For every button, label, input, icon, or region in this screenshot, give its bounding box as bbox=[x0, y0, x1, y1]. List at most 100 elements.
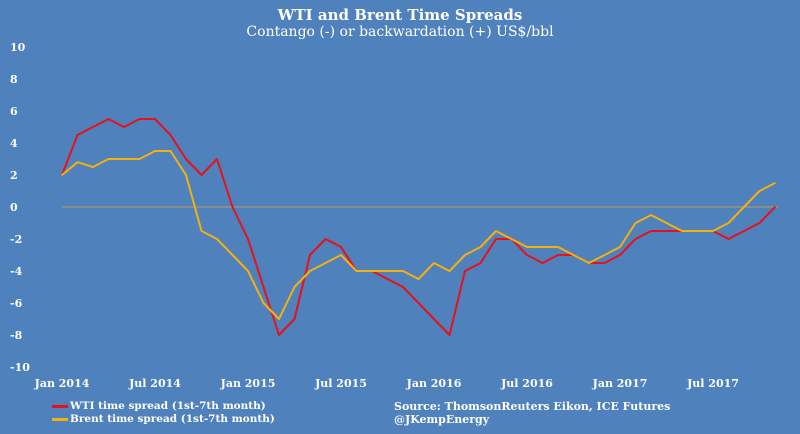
y-tick-label: 0 bbox=[10, 201, 18, 214]
wti-data-point bbox=[107, 118, 110, 120]
brent-data-point bbox=[169, 150, 172, 152]
y-tick-label: -10 bbox=[10, 361, 30, 374]
wti-data-point bbox=[324, 238, 327, 240]
wti-data-point bbox=[231, 206, 234, 208]
legend: WTI time spread (1st-7th month) Brent ti… bbox=[52, 400, 275, 426]
brent-data-point bbox=[386, 270, 389, 272]
x-tick-label: Jul 2015 bbox=[314, 377, 367, 390]
legend-swatch-wti bbox=[52, 405, 68, 408]
source-text: Source: ThomsonReuters Eikon, ICE Future… bbox=[394, 400, 671, 413]
brent-data-point bbox=[138, 158, 141, 160]
brent-data-point bbox=[495, 230, 497, 232]
brent-data-point bbox=[557, 246, 559, 248]
brent-data-point bbox=[417, 278, 420, 280]
brent-data-point bbox=[681, 230, 683, 232]
wti-data-point bbox=[386, 278, 389, 280]
wti-data-point bbox=[309, 254, 311, 256]
brent-data-point bbox=[774, 182, 776, 184]
wti-data-point bbox=[340, 246, 342, 248]
brent-data-point bbox=[526, 246, 528, 248]
brent-data-point bbox=[712, 230, 714, 232]
wti-data-point bbox=[603, 262, 606, 264]
brent-data-point bbox=[216, 238, 218, 240]
y-tick-label: 6 bbox=[10, 105, 18, 118]
brent-data-point bbox=[92, 166, 94, 168]
wti-data-point bbox=[247, 238, 249, 240]
x-tick-label: Jul 2017 bbox=[686, 377, 739, 390]
x-tick-label: Jan 2016 bbox=[406, 377, 462, 390]
brent-data-point bbox=[76, 161, 79, 163]
brent-data-point bbox=[309, 270, 311, 272]
brent-data-point bbox=[650, 214, 652, 216]
x-tick-label: Jul 2014 bbox=[128, 377, 181, 390]
legend-item-wti: WTI time spread (1st-7th month) bbox=[52, 400, 275, 413]
chart-subtitle: Contango (-) or backwardation (+) US$/bb… bbox=[246, 24, 554, 40]
brent-data-point bbox=[541, 246, 544, 248]
wti-data-point bbox=[138, 118, 141, 120]
brent-data-point bbox=[402, 270, 404, 272]
brent-data-point bbox=[154, 150, 156, 152]
wti-data-point bbox=[665, 230, 668, 232]
wti-data-point bbox=[464, 270, 466, 272]
wti-data-point bbox=[402, 286, 404, 288]
wti-data-point bbox=[433, 318, 435, 320]
brent-data-point bbox=[200, 230, 203, 232]
brent-data-point bbox=[464, 254, 466, 256]
x-tick-label: Jan 2014 bbox=[34, 377, 90, 390]
wti-data-point bbox=[169, 134, 172, 136]
y-tick-label: -2 bbox=[10, 233, 22, 246]
wti-data-point bbox=[650, 230, 652, 232]
wti-data-point bbox=[200, 174, 203, 176]
brent-series-line bbox=[61, 150, 776, 320]
brent-data-point bbox=[107, 158, 110, 160]
legend-label-brent: Brent time spread (1st-7th month) bbox=[70, 413, 275, 425]
brent-data-point bbox=[324, 262, 327, 264]
brent-data-point bbox=[743, 206, 745, 208]
wti-data-point bbox=[727, 238, 730, 240]
x-tick-label: Jul 2016 bbox=[500, 377, 553, 390]
wti-data-point bbox=[417, 302, 420, 304]
chart-title: WTI and Brent Time Spreads bbox=[277, 6, 523, 24]
brent-data-point bbox=[696, 230, 699, 232]
y-tick-label: -8 bbox=[10, 329, 23, 342]
wti-data-point bbox=[123, 126, 125, 128]
y-tick-label: -4 bbox=[10, 265, 23, 278]
wti-data-point bbox=[216, 158, 218, 160]
wti-data-point bbox=[557, 254, 559, 256]
wti-data-point bbox=[634, 238, 637, 240]
wti-data-point bbox=[92, 126, 94, 128]
y-tick-label: -6 bbox=[10, 297, 23, 310]
brent-data-point bbox=[588, 262, 590, 264]
y-tick-label: 4 bbox=[10, 137, 18, 150]
brent-data-point bbox=[61, 174, 63, 176]
brent-data-point bbox=[231, 254, 234, 256]
brent-data-point bbox=[572, 254, 575, 256]
wti-data-point bbox=[448, 334, 451, 336]
brent-data-point bbox=[340, 254, 342, 256]
wti-data-point bbox=[758, 222, 761, 224]
brent-data-point bbox=[293, 286, 296, 288]
brent-data-point bbox=[433, 262, 435, 264]
wti-data-point bbox=[495, 238, 497, 240]
brent-data-point bbox=[758, 190, 761, 192]
y-tick-label: 8 bbox=[10, 73, 18, 86]
brent-data-point bbox=[262, 302, 265, 304]
source-note: Source: ThomsonReuters Eikon, ICE Future… bbox=[394, 400, 670, 426]
brent-data-point bbox=[510, 238, 513, 240]
wti-data-point bbox=[154, 118, 156, 120]
y-tick-label: 10 bbox=[10, 41, 26, 54]
x-tick-label: Jan 2015 bbox=[220, 377, 276, 390]
brent-data-point bbox=[448, 270, 451, 272]
brent-data-point bbox=[665, 222, 668, 224]
brent-data-point bbox=[247, 270, 249, 272]
wti-data-point bbox=[774, 206, 776, 208]
brent-data-point bbox=[123, 158, 125, 160]
wti-data-point bbox=[479, 262, 482, 264]
legend-swatch-brent bbox=[52, 418, 68, 421]
x-tick-label: Jan 2017 bbox=[592, 377, 648, 390]
brent-data-point bbox=[371, 270, 373, 272]
brent-data-point bbox=[355, 270, 358, 272]
y-tick-label: 2 bbox=[10, 169, 18, 182]
brent-data-point bbox=[603, 254, 606, 256]
brent-data-point bbox=[619, 246, 621, 248]
